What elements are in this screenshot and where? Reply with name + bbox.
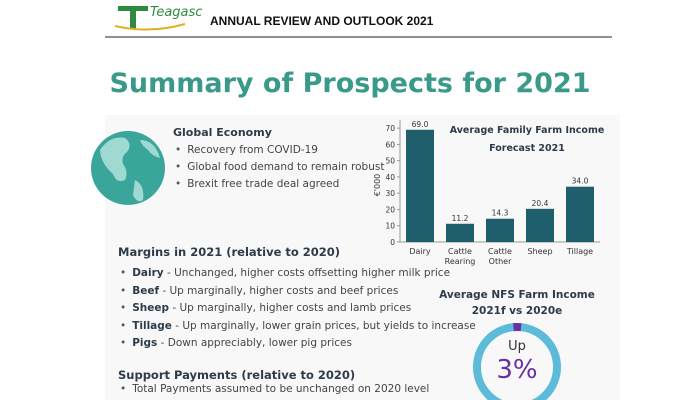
main-title: Summary of Prospects for 2021 — [109, 68, 591, 99]
globe-land — [100, 137, 160, 202]
bar — [406, 129, 434, 242]
term: Beef — [132, 284, 160, 297]
nfs-title-line: Average NFS Farm Income — [439, 289, 595, 301]
chart-title: Forecast 2021 — [489, 143, 565, 154]
logo-swoosh — [114, 23, 186, 31]
section-heading: Margins in 2021 (relative to 2020) — [118, 245, 341, 259]
bar — [486, 218, 514, 242]
x-tick-label: Dairy — [409, 247, 431, 256]
section-heading: Support Payments (relative to 2020) — [118, 368, 356, 382]
logo-mark — [118, 6, 148, 29]
bar — [526, 208, 554, 242]
value-label: 14.3 — [492, 209, 509, 218]
value-label: 34.0 — [572, 177, 589, 186]
bullet: Beef - Up marginally, higher costs and b… — [120, 285, 398, 297]
section-heading: Global Economy — [173, 126, 272, 139]
bullet: Recovery from COVID-19 — [175, 144, 318, 156]
bullet: Sheep - Up marginally, higher costs and … — [120, 302, 411, 314]
nfs-title: Average NFS Farm Income 2021f vs 2020e — [437, 287, 597, 319]
x-tick-label: Cattle Rearing — [444, 247, 476, 266]
donut-arc — [473, 323, 561, 400]
bar — [446, 223, 474, 242]
text: - Down appreciably, lower pig prices — [157, 337, 352, 349]
bullet: Global food demand to remain robust — [175, 161, 384, 173]
term: Tillage — [132, 319, 172, 332]
bar — [566, 186, 594, 242]
bullet: Brexit free trade deal agreed — [175, 178, 339, 190]
bar-chart: 0 10 20 30 40 50 60 70 €'000 Average Family Farm … — [373, 120, 604, 247]
y-tick-label: 60 — [385, 140, 395, 149]
y-tick-label: 40 — [385, 173, 395, 182]
bullet: Pigs - Down appreciably, lower pig price… — [120, 337, 352, 349]
y-tick-label: 10 — [385, 222, 395, 231]
text: - Up marginally, higher costs and lamb p… — [169, 302, 412, 314]
donut-value: 3% — [496, 355, 537, 385]
bullet: Dairy - Unchanged, higher costs offsetti… — [120, 267, 450, 279]
y-tick-label: 50 — [385, 157, 395, 166]
text: - Unchanged, higher costs offsetting hig… — [163, 267, 451, 279]
x-tick-label: Sheep — [527, 247, 553, 256]
nfs-title-line: 2021f vs 2020e — [471, 305, 563, 317]
chart-title: Average Family Farm Income — [450, 125, 605, 136]
term: Pigs — [132, 337, 158, 349]
bullet: Total Payments assumed to be unchanged o… — [120, 383, 429, 395]
value-label: 69.0 — [412, 120, 429, 129]
y-tick-label: 70 — [385, 124, 395, 133]
x-tick-label: Tillage — [566, 247, 594, 256]
term: Dairy — [132, 267, 164, 279]
y-tick-label: 0 — [390, 238, 395, 247]
y-axis-label: €'000 — [373, 174, 382, 197]
header-title: ANNUAL REVIEW AND OUTLOOK 2021 — [210, 14, 434, 28]
donut-label: Up — [508, 339, 526, 354]
x-tick-label: Cattle Other — [488, 247, 512, 266]
text: - Up marginally, higher costs and beef p… — [159, 284, 399, 297]
y-tick-label: 30 — [385, 189, 395, 198]
value-label: 20.4 — [532, 199, 549, 208]
value-label: 11.2 — [452, 214, 469, 223]
term: Sheep — [132, 302, 169, 314]
logo-text: Teagasc — [150, 5, 202, 20]
bullet: Tillage - Up marginally, lower grain pri… — [120, 320, 476, 332]
y-tick-label: 20 — [385, 205, 395, 214]
text: - Up marginally, lower grain prices, but… — [171, 319, 476, 332]
